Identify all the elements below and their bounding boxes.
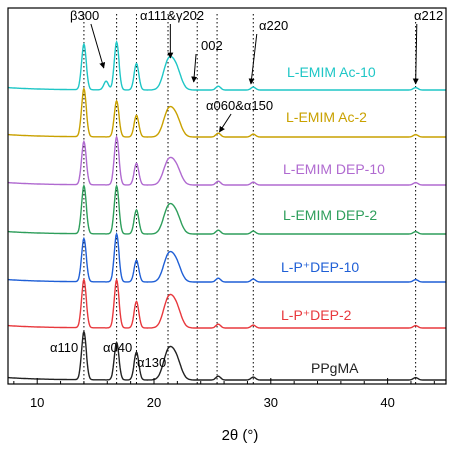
arrow-b300: [90, 23, 106, 69]
x-tick-label-20: 20: [147, 395, 161, 410]
annotation-a212: α212: [414, 8, 443, 23]
annotation-a060-a150: α060&α150: [206, 98, 273, 113]
annotation-b300: β300: [70, 8, 99, 23]
curve-ppgma: [8, 329, 446, 381]
curve-emim-dep-2: [8, 183, 446, 235]
annotation-a110: α110: [50, 340, 78, 355]
x-axis-title: 2θ (°): [222, 427, 259, 444]
series-label-emim-ac-10: L-EMIM Ac-10: [287, 64, 376, 80]
x-axis-ticks: 10 20 30 40: [13, 378, 435, 410]
x-tick-label-10: 10: [30, 395, 44, 410]
arrow-002: [191, 53, 198, 83]
arrow-a212: [412, 23, 419, 85]
plot-border: [7, 7, 447, 385]
reference-lines: [83, 14, 417, 384]
curve-emim-ac-10: [8, 40, 446, 91]
series-label-emim-ac-2: L-EMIM Ac-2: [286, 109, 367, 125]
xrd-curves: [8, 40, 446, 381]
curve-lpdep-10: [8, 232, 446, 283]
series-label-lpdep-2: L-P⁺DEP-2: [281, 307, 352, 323]
annotation-arrows: [90, 23, 419, 133]
arrow-a060: [218, 113, 232, 133]
curve-emim-dep-10: [8, 135, 446, 186]
arrow-a220: [248, 33, 258, 85]
annotation-a040: α040: [103, 340, 132, 355]
annotation-a111-g202: α111&γ202: [140, 8, 204, 23]
annotation-002: 002: [201, 38, 223, 53]
annotation-a220: α220: [259, 18, 288, 33]
curve-lpdep-2: [8, 277, 446, 329]
series-label-lpdep-10: L-P⁺DEP-10: [281, 259, 359, 275]
x-tick-label-40: 40: [380, 395, 394, 410]
plot-frame: [7, 7, 447, 385]
series-label-ppgma: PPgMA: [311, 360, 359, 376]
series-label-emim-dep-10: L-EMIM DEP-10: [283, 161, 385, 177]
series-label-emim-dep-2: L-EMIM DEP-2: [283, 207, 377, 223]
curve-emim-ac-2: [8, 86, 446, 138]
x-tick-label-30: 30: [264, 395, 278, 410]
annotation-a130: α130: [137, 355, 166, 370]
